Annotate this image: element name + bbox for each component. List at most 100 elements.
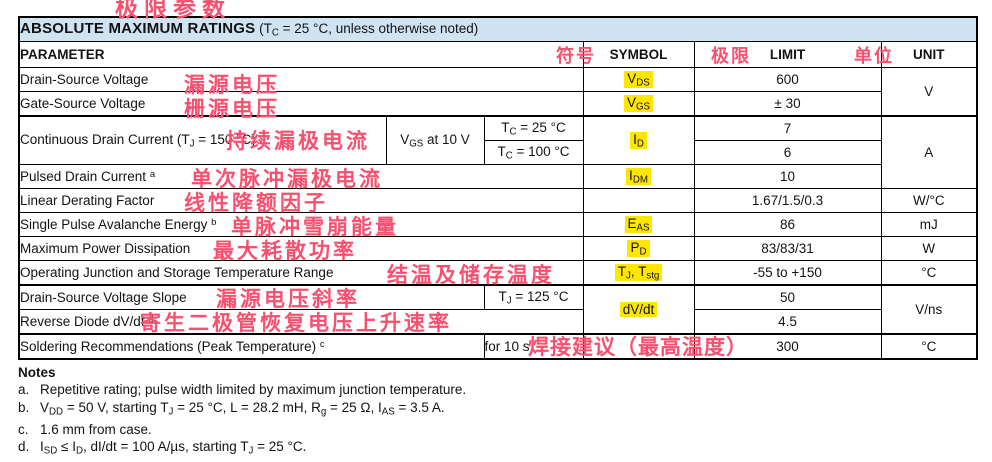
parameter-cell: Gate-Source Voltage [18,91,584,117]
unit-cell: V [880,67,978,117]
table-row-maximum-power-dissipation: Maximum Power Dissipation PD 83/83/31 W [18,236,978,261]
note-label: d. [18,439,30,455]
parameter-cell: Single Pulse Avalanche Energy b [18,212,584,237]
symbol-highlight: EAS [624,215,653,234]
column-header-symbol: SYMBOL [582,41,695,68]
annotation-limit-cn: 极限 [711,46,751,66]
symbol-cell: TJ, Tstg [582,260,695,286]
symbol-highlight: IDM [626,167,651,186]
condition-cell: TJ = 125 °C [483,284,584,310]
note-b: b. VDD = 50 V, starting TJ = 25 °C, L = … [18,399,466,421]
note-c: c. 1.6 mm from case. [18,421,466,438]
limit-cell: -55 to +150 [693,260,882,286]
unit-cell: V/ns [880,284,978,335]
symbol-cell: ID [582,115,695,165]
column-header-row: PARAMETER SYMBOL LIMIT UNIT [18,41,978,68]
parameter-cell: Continuous Drain Current (TJ = 150 °C) [18,115,387,165]
symbol-cell: PD [582,236,695,261]
limit-cell: 6 [693,140,882,165]
table-row-soldering-recommendations: Soldering Recommendations (Peak Temperat… [18,333,978,360]
condition-cell: VGS at 10 V [385,115,485,165]
unit-cell: mJ [880,212,978,237]
symbol-cell: VGS [582,91,695,117]
table-title: ABSOLUTE MAXIMUM RATINGS [20,20,256,38]
parameter-cell: Drain-Source Voltage [18,67,584,92]
column-header-parameter: PARAMETER [18,41,584,68]
annotation-drain-source-voltage-slope-cn: 漏源电压斜率 [216,288,360,311]
note-label: b. [18,399,30,415]
unit-cell: W [880,236,978,261]
table-row-gate-source-voltage: Gate-Source Voltage VGS ± 30 [18,91,977,117]
unit-cell: °C [880,260,978,286]
annotation-continuous-drain-current-cn: 持续漏极电流 [226,130,370,153]
annotation-single-pulse-avalanche-energy-cn: 单脉冲雪崩能量 [231,216,399,239]
limit-cell: 1.67/1.5/0.3 [693,188,882,213]
note-text: ISD ≤ ID, dI/dt = 100 A/µs, starting TJ … [40,439,307,457]
annotation-soldering-recommendations-cn: 焊接建议（最高温度） [528,336,748,359]
unit-cell: °C [880,333,978,360]
parameter-cell: Operating Junction and Storage Temperatu… [18,260,584,286]
table-row-operating-junction-storage-temp: Operating Junction and Storage Temperatu… [18,260,978,286]
symbol-cell: dV/dt [582,284,695,335]
table-row-linear-derating-factor: Linear Derating Factor 1.67/1.5/0.3 W/°C [18,188,978,213]
annotation-title-cn: 极限参数 [115,0,231,21]
table-row-pulsed-drain-current: Pulsed Drain Current a IDM 10 [18,164,977,189]
annotation-operating-junction-storage-temp-cn: 结温及储存温度 [387,264,555,287]
annotation-gate-source-voltage-cn: 栅源电压 [184,98,280,121]
condition-cell: for 10 s [483,333,584,360]
symbol-highlight: VDS [624,70,653,89]
note-label: a. [18,382,30,398]
annotation-linear-derating-factor-cn: 线性降额因子 [184,192,328,215]
table-row-single-pulse-avalanche-energy: Single Pulse Avalanche Energy b EAS 86 m… [18,212,978,237]
unit-cell: W/°C [880,188,978,213]
annotation-pulsed-drain-current-cn: 单次脉冲漏极电流 [191,168,383,191]
absolute-maximum-ratings-table: ABSOLUTE MAXIMUM RATINGS (TC = 25 °C, un… [18,16,979,360]
unit-cell: A [880,115,978,189]
note-text: VDD = 50 V, starting TJ = 25 °C, L = 28.… [40,399,445,418]
limit-cell: 86 [693,212,882,237]
symbol-highlight: VGS [623,94,654,113]
note-text: 1.6 mm from case. [40,421,152,437]
table-row-drain-source-voltage: Drain-Source Voltage VDS 600 V [18,67,978,117]
table-title-bar: ABSOLUTE MAXIMUM RATINGS (TC = 25 °C, un… [18,16,978,42]
symbol-highlight: ID [630,131,647,150]
notes-section: Notes a. Repetitive rating; pulse width … [18,364,466,460]
case-cell: TC = 25 °C [483,115,584,141]
symbol-cell: IDM [582,164,695,189]
note-label: c. [18,421,29,437]
table-row-drain-source-voltage-slope: Drain-Source Voltage Slope TJ = 125 °C d… [18,284,978,335]
note-d: d. ISD ≤ ID, dI/dt = 100 A/µs, starting … [18,438,466,460]
annotation-maximum-power-dissipation-cn: 最大耗散功率 [213,240,357,263]
annotation-drain-source-voltage-cn: 漏源电压 [184,74,280,97]
limit-cell: 7 [693,115,882,141]
table-row-continuous-drain-current-100: TC = 100 °C 6 [19,140,977,165]
symbol-highlight: PD [627,239,650,258]
table-row-continuous-drain-current-25: Continuous Drain Current (TJ = 150 °C) V… [18,115,978,189]
symbol-cell: VDS [582,67,695,92]
symbol-cell-empty [582,333,695,360]
annotation-symbol-cn: 符号 [556,46,596,66]
table-title-row: ABSOLUTE MAXIMUM RATINGS (TC = 25 °C, un… [18,16,978,42]
table-title-condition: (TC = 25 °C, unless otherwise noted) [259,21,479,39]
parameter-cell: Maximum Power Dissipation [18,236,584,261]
limit-cell: 50 [693,284,882,310]
limit-cell: 83/83/31 [693,236,882,261]
symbol-highlight: dV/dt [619,302,658,317]
note-a: a. Repetitive rating; pulse width limite… [18,381,466,398]
symbol-cell-empty [582,188,695,213]
case-cell: TC = 100 °C [483,140,584,165]
notes-heading: Notes [18,365,56,380]
limit-cell: 10 [693,164,882,189]
limit-cell: 600 [693,67,882,92]
parameter-cell: Soldering Recommendations (Peak Temperat… [18,333,485,360]
note-text: Repetitive rating; pulse width limited b… [40,382,467,398]
annotation-reverse-diode-dvdt-cn: 寄生二极管恢复电压上升速率 [140,312,452,335]
symbol-cell: EAS [582,212,695,237]
parameter-cell: Drain-Source Voltage Slope [18,284,485,310]
limit-cell: 4.5 [693,309,882,335]
annotation-unit-cn: 单位 [854,46,894,66]
column-header-unit: UNIT [880,41,978,68]
limit-cell: ± 30 [693,91,882,117]
symbol-highlight: TJ, Tstg [614,263,663,282]
